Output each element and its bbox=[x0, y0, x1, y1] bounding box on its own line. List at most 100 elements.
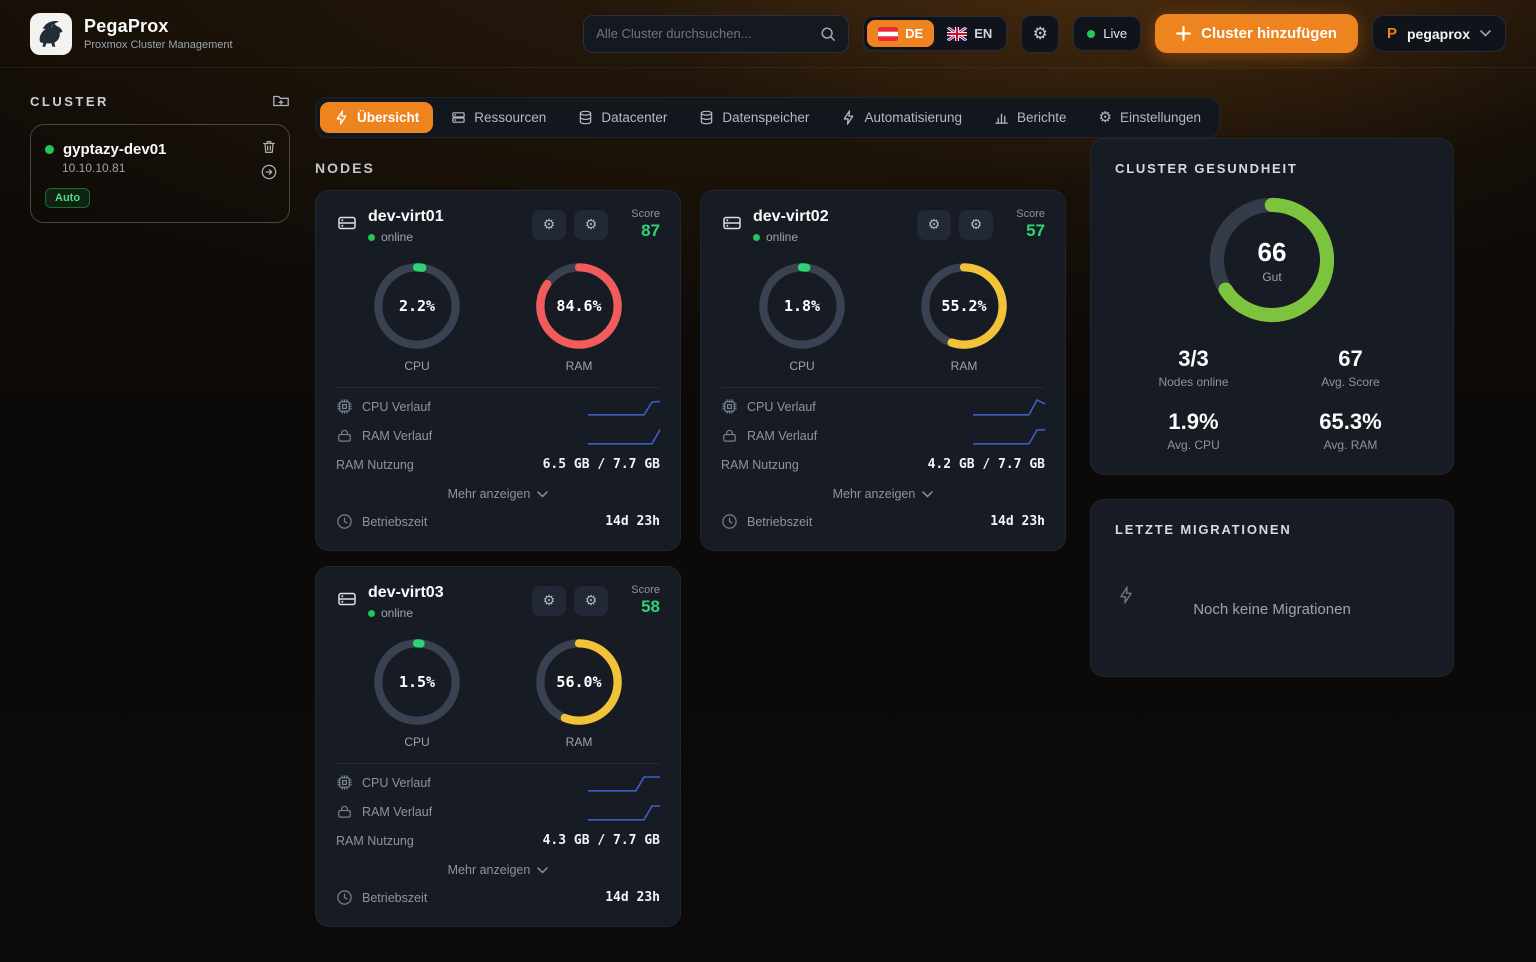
ram-label: RAM bbox=[565, 359, 593, 373]
ram-memory-icon bbox=[338, 429, 351, 442]
cluster-online-dot bbox=[45, 145, 54, 154]
top-header: PegaProx Proxmox Cluster Management DE bbox=[0, 0, 1536, 68]
node-settings-button[interactable]: ⚙ bbox=[532, 585, 566, 616]
lang-de-button[interactable]: DE bbox=[867, 20, 935, 47]
recent-migrations-panel: LETZTE MIGRATIONEN Noch keine Migratione… bbox=[1090, 499, 1454, 677]
ram-usage-label: RAM Nutzung bbox=[336, 457, 414, 472]
ram-sparkline bbox=[973, 428, 1046, 445]
cpu-history-label: CPU Verlauf bbox=[362, 775, 431, 790]
ram-sparkline bbox=[588, 428, 661, 445]
score-value: 87 bbox=[641, 221, 660, 240]
lang-de-label: DE bbox=[905, 26, 924, 41]
node-config-button[interactable]: ⚙ bbox=[959, 209, 993, 240]
ram-usage-value: 4.3 GB / 7.7 GB bbox=[542, 833, 660, 848]
tab-berichte[interactable]: Berichte bbox=[980, 102, 1081, 133]
ram-history-label: RAM Verlauf bbox=[747, 428, 818, 443]
cluster-card-gyptazy-dev01[interactable]: gyptazy-dev01 10.10.10.81 Auto bbox=[30, 124, 290, 223]
lang-en-label: EN bbox=[974, 26, 993, 41]
nodes-section-title: NODES bbox=[315, 160, 375, 176]
node-settings-button[interactable]: ⚙ bbox=[917, 209, 951, 240]
nodes-grid: dev-virt01 online ⚙ ⚙ Score bbox=[315, 190, 1066, 927]
health-gauge: 66 Gut bbox=[1208, 196, 1336, 324]
cpu-chip-icon bbox=[337, 399, 352, 414]
cpu-sparkline bbox=[588, 400, 661, 416]
settings-gear-button[interactable]: ⚙ bbox=[1021, 14, 1060, 53]
cpu-label: CPU bbox=[404, 359, 430, 373]
online-dot-icon bbox=[368, 233, 375, 241]
server-icon bbox=[723, 216, 741, 230]
uptime-label: Betriebszeit bbox=[362, 890, 428, 905]
cluster-health-panel: CLUSTER GESUNDHEIT 66 Gut 3/3 Nodes onli… bbox=[1090, 138, 1454, 475]
node-config-button[interactable]: ⚙ bbox=[574, 209, 608, 240]
gear-icon: ⚙ bbox=[927, 216, 941, 232]
ram-gauge: 84.6% bbox=[533, 260, 625, 352]
score-value: 58 bbox=[641, 597, 660, 616]
health-stats: 3/3 Nodes online 67 Avg. Score 1.9% Avg.… bbox=[1115, 346, 1429, 452]
show-more-button[interactable]: Mehr anzeigen bbox=[721, 487, 1045, 501]
ram-percent: 84.6% bbox=[556, 297, 602, 315]
divider bbox=[336, 763, 660, 764]
cpu-label: CPU bbox=[789, 359, 815, 373]
ram-sparkline bbox=[588, 804, 660, 821]
cpu-percent: 1.8% bbox=[783, 297, 821, 315]
cluster-search[interactable] bbox=[583, 14, 850, 53]
cpu-gauge: 1.8% bbox=[756, 260, 848, 352]
node-config-button[interactable]: ⚙ bbox=[574, 585, 608, 616]
tab-datenspeicher[interactable]: Datenspeicher bbox=[685, 102, 823, 133]
node-name: dev-virt01 bbox=[368, 208, 444, 225]
cpu-percent: 2.2% bbox=[398, 297, 436, 315]
user-menu[interactable]: P pegaprox bbox=[1371, 15, 1506, 52]
node-card-dev-virt03: dev-virt03 online ⚙ ⚙ Score bbox=[315, 566, 681, 927]
tab-datacenter[interactable]: Datacenter bbox=[564, 102, 681, 133]
tab-bar: Übersicht Ressourcen Datacenter Datenspe… bbox=[315, 97, 1221, 138]
tab-einstellungen[interactable]: ⚙ Einstellungen bbox=[1085, 102, 1216, 133]
score-label: Score bbox=[631, 208, 660, 220]
show-more-button[interactable]: Mehr anzeigen bbox=[336, 863, 660, 877]
search-input[interactable] bbox=[596, 26, 813, 41]
tab-uebersicht[interactable]: Übersicht bbox=[320, 102, 434, 133]
lang-en-button[interactable]: EN bbox=[936, 20, 1003, 47]
uptime-label: Betriebszeit bbox=[362, 514, 428, 529]
server-icon bbox=[338, 216, 356, 230]
health-title: CLUSTER GESUNDHEIT bbox=[1115, 161, 1298, 176]
arrow-right-circle-icon[interactable] bbox=[261, 164, 277, 180]
clock-icon bbox=[337, 890, 352, 905]
online-dot-icon bbox=[753, 233, 760, 241]
gear-icon: ⚙ bbox=[584, 216, 598, 232]
ram-gauge: 55.2% bbox=[918, 260, 1010, 352]
chevron-down-icon bbox=[922, 490, 934, 498]
stat-nodes-online: 3/3 Nodes online bbox=[1158, 346, 1229, 389]
node-card-dev-virt02: dev-virt02 online ⚙ ⚙ Score bbox=[700, 190, 1066, 551]
server-icon bbox=[452, 112, 466, 123]
tab-ressourcen[interactable]: Ressourcen bbox=[437, 102, 560, 133]
gear-icon: ⚙ bbox=[542, 216, 556, 232]
bar-chart-icon bbox=[995, 113, 1008, 124]
divider bbox=[721, 387, 1045, 388]
cpu-label: CPU bbox=[404, 735, 430, 749]
folder-add-icon[interactable] bbox=[272, 92, 290, 110]
uptime-label: Betriebszeit bbox=[747, 514, 813, 529]
chevron-down-icon bbox=[537, 490, 549, 498]
node-name: dev-virt03 bbox=[368, 584, 444, 601]
show-more-button[interactable]: Mehr anzeigen bbox=[336, 487, 660, 501]
node-settings-button[interactable]: ⚙ bbox=[532, 209, 566, 240]
server-icon bbox=[338, 592, 356, 606]
clock-icon bbox=[722, 514, 737, 529]
search-icon bbox=[821, 26, 836, 41]
score-label: Score bbox=[1016, 208, 1045, 220]
tab-automatisierung[interactable]: Automatisierung bbox=[827, 102, 976, 133]
add-cluster-button[interactable]: Cluster hinzufügen bbox=[1155, 14, 1358, 53]
ram-percent: 55.2% bbox=[941, 297, 987, 315]
auto-badge: Auto bbox=[45, 188, 91, 208]
cpu-gauge: 1.5% bbox=[371, 636, 463, 728]
language-switcher: DE EN bbox=[863, 16, 1008, 51]
ram-memory-icon bbox=[723, 429, 736, 442]
header-controls: DE EN ⚙ Live bbox=[583, 14, 1506, 53]
live-label: Live bbox=[1103, 26, 1128, 41]
ram-label: RAM bbox=[950, 359, 978, 373]
migrations-empty-text: Noch keine Migrationen bbox=[1193, 601, 1351, 618]
live-dot-icon bbox=[1087, 29, 1096, 38]
ram-usage-value: 4.2 GB / 7.7 GB bbox=[927, 457, 1045, 472]
ram-percent: 56.0% bbox=[556, 673, 602, 691]
trash-icon[interactable] bbox=[261, 139, 277, 155]
